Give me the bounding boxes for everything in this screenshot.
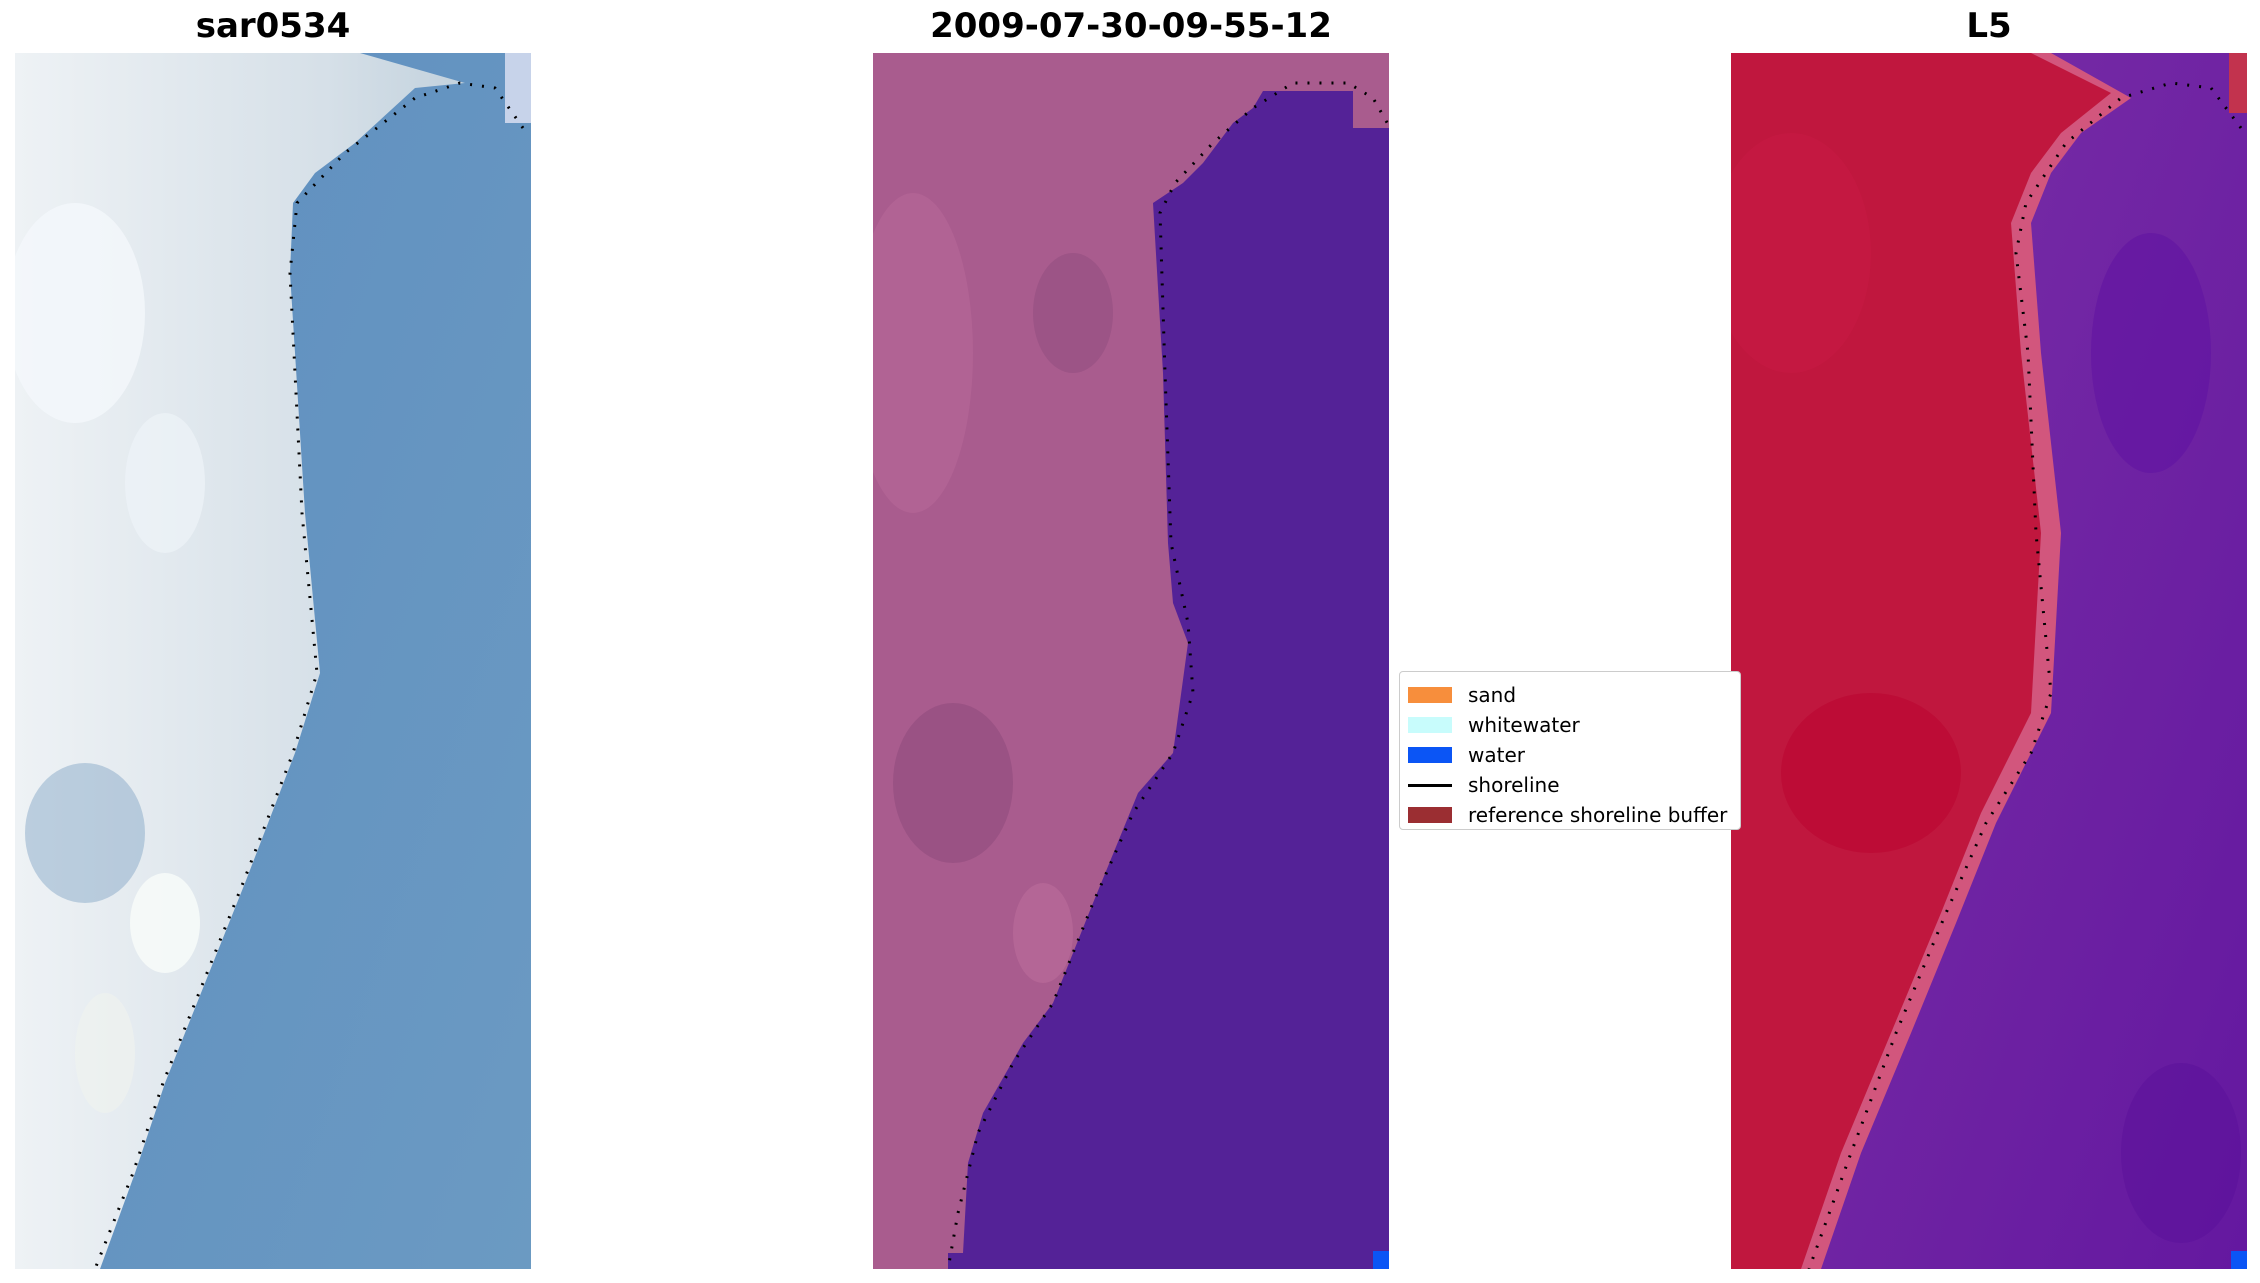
index-image xyxy=(1731,53,2247,1269)
legend-item-reference-buffer: reference shoreline buffer xyxy=(1408,800,1727,829)
legend-label-reference-buffer: reference shoreline buffer xyxy=(1468,803,1728,827)
legend-label-shoreline: shoreline xyxy=(1468,773,1560,797)
legend-label-sand: sand xyxy=(1468,683,1517,707)
index-image-panel xyxy=(1731,53,2247,1269)
legend-swatch-reference-buffer xyxy=(1408,807,1452,823)
legend-label-whitewater: whitewater xyxy=(1468,713,1580,737)
shoreline-trace-2 xyxy=(946,81,1389,1269)
legend-item-water: water xyxy=(1408,740,1525,770)
legend-label-water: water xyxy=(1468,743,1525,767)
panel-title-index: L5 xyxy=(1966,6,2012,46)
rgb-image-panel xyxy=(15,53,531,1269)
legend-item-whitewater: whitewater xyxy=(1408,710,1580,740)
legend-line-shoreline xyxy=(1408,783,1452,787)
legend-swatch-whitewater xyxy=(1408,717,1452,733)
rgb-image xyxy=(15,53,531,1269)
classified-image-panel xyxy=(873,53,1389,1269)
legend-swatch-sand xyxy=(1408,687,1452,703)
shoreline-trace-1 xyxy=(93,81,525,1269)
classified-image xyxy=(873,53,1389,1269)
legend-item-shoreline: shoreline xyxy=(1408,770,1560,800)
legend-swatch-water xyxy=(1408,747,1452,763)
legend: sand whitewater water shoreline referenc… xyxy=(1399,671,1741,830)
legend-item-sand: sand xyxy=(1408,680,1516,710)
panel-title-classified: 2009-07-30-09-55-12 xyxy=(930,6,1332,46)
panel-title-rgb: sar0534 xyxy=(195,6,351,46)
